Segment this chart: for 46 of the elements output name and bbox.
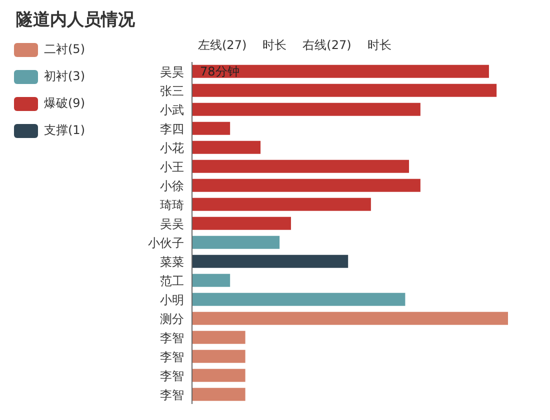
y-tick-label: 李智 [160,350,184,364]
legend-label: 支撑(1) [44,122,85,139]
legend-label: 初衬(3) [44,68,85,85]
y-tick-label: 吴昊 [160,64,184,79]
text: 时长 [367,37,392,54]
bar [192,236,280,249]
y-tick-label: 小伙子 [148,236,184,250]
y-tick-label: 小花 [160,140,184,155]
bar [192,140,261,154]
bar [192,330,246,344]
y-tick-label: 琦琦 [160,198,184,212]
data-label: 78分钟 [200,64,240,78]
y-tick-label: 测分 [160,312,184,326]
legend-label: 爆破(9) [44,95,85,112]
text: 右线(27) [302,37,352,54]
bar [192,102,420,116]
y-tick-label: 吴吴 [160,216,184,231]
y-tick-label: 李四 [160,122,184,136]
y-tick-label: 小徐 [160,178,184,193]
bar [192,312,508,325]
y-tick-label: 李智 [160,330,184,345]
bar [192,350,246,363]
y-tick-label: 小明 [160,292,184,307]
bar [192,84,497,97]
chart-title: 隧道内人员情况 [16,9,136,31]
y-tick-label: 李智 [160,368,184,383]
text: 左线(27) [198,37,247,54]
bar [192,254,348,268]
bar [192,274,230,287]
y-tick-label: 范工 [160,274,184,288]
bar [192,368,246,382]
bar [192,216,291,230]
y-tick-label: 菜菜 [160,254,184,269]
text: 时长 [262,37,287,54]
bar [192,292,406,306]
y-tick-label: 李智 [160,388,184,402]
y-tick-label: 小武 [160,102,184,117]
bar [192,122,230,135]
y-tick-label: 张三 [160,84,184,98]
bar [192,64,489,78]
legend-label: 二衬(5) [44,41,85,58]
bar [192,198,371,211]
bar [192,160,410,173]
bar [192,178,420,192]
y-tick-label: 小王 [160,160,184,174]
bar [192,388,246,401]
